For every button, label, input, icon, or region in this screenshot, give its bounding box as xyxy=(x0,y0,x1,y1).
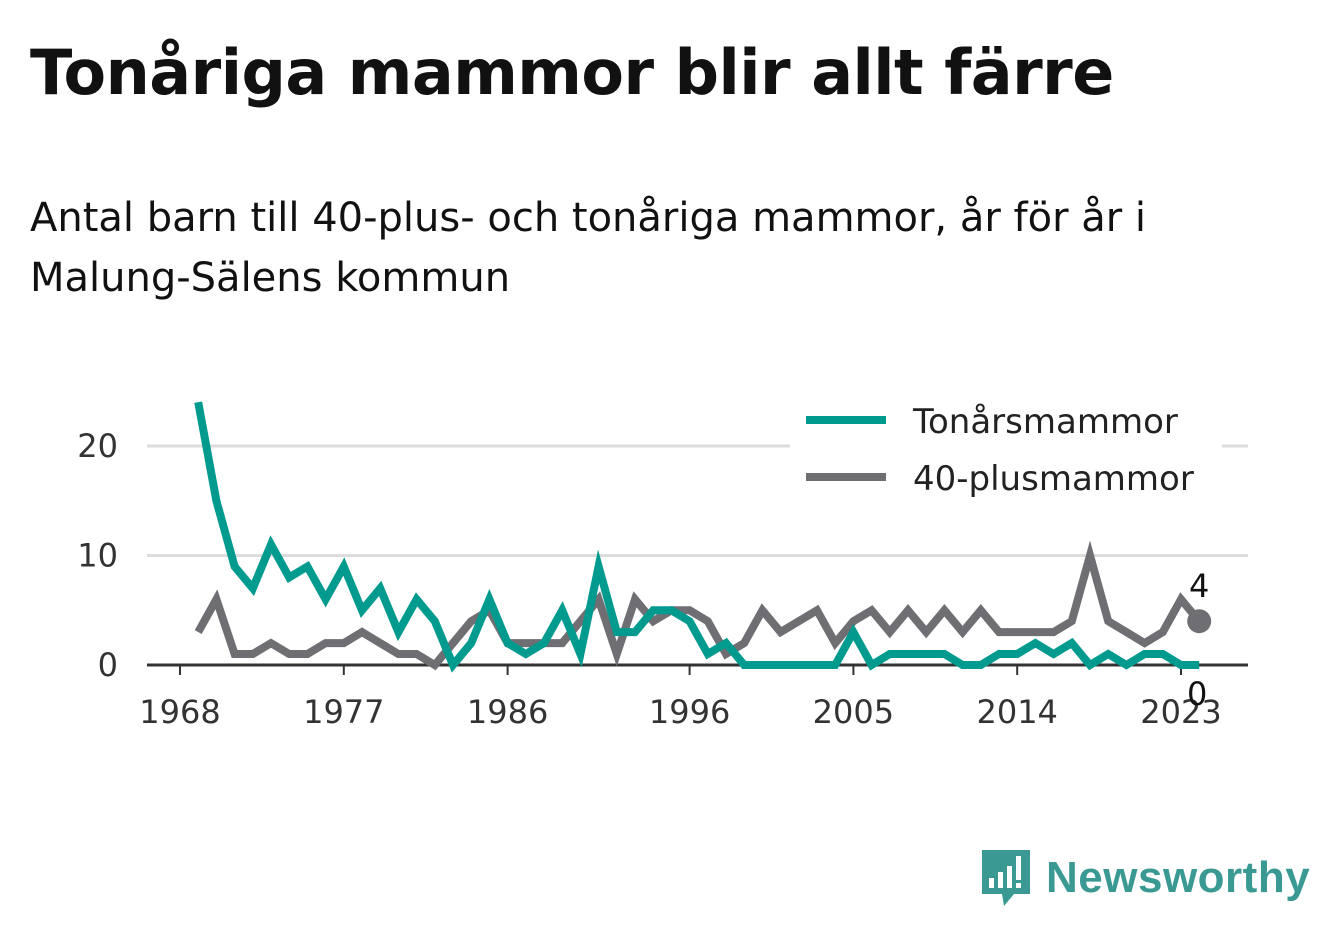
newsworthy-icon xyxy=(982,850,1030,906)
end-label-40-plusmammor: 4 xyxy=(1189,567,1209,605)
x-tick-label-1996: 1996 xyxy=(649,693,730,731)
x-tick-label-1977: 1977 xyxy=(303,693,384,731)
end-point-40-plusmammor xyxy=(1187,609,1212,634)
x-tick-label-1968: 1968 xyxy=(139,693,220,731)
y-tick-label-0: 0 xyxy=(98,646,118,684)
end-label-tonarsmammor: 0 xyxy=(1187,675,1207,713)
newsworthy-logo: Newsworthy xyxy=(980,848,1310,908)
chart-subtitle: Antal barn till 40-plus- och tonåriga ma… xyxy=(30,195,1147,301)
series-line-tonarsmammor xyxy=(194,401,1200,673)
x-tick-label-1986: 1986 xyxy=(467,693,548,731)
x-tick-label-2023: 2023 xyxy=(1140,693,1221,731)
y-tick-label-20: 20 xyxy=(77,427,118,465)
y-tick-label-10: 10 xyxy=(77,537,118,575)
brand-name: Newsworthy xyxy=(1046,853,1311,902)
end-markers: 4 0 xyxy=(1187,567,1212,713)
legend-label-tonarsmammor: Tonårsmammor xyxy=(912,402,1178,442)
y-axis: 0 10 20 xyxy=(77,427,118,684)
series-line-40-plusmammor xyxy=(194,540,1203,671)
x-tick-label-2005: 2005 xyxy=(813,693,894,731)
series-lines xyxy=(194,401,1203,673)
x-tick-label-2014: 2014 xyxy=(976,693,1057,731)
legend-label-40-plusmammor: 40-plusmammor xyxy=(913,459,1194,499)
legend: Tonårsmammor 40-plusmammor xyxy=(790,395,1222,513)
x-axis: 1968 1977 1986 1996 2005 2014 2023 xyxy=(139,663,1248,731)
legend-background xyxy=(790,395,1222,513)
chart-title: Tonåriga mammor blir allt färre xyxy=(30,36,1114,109)
